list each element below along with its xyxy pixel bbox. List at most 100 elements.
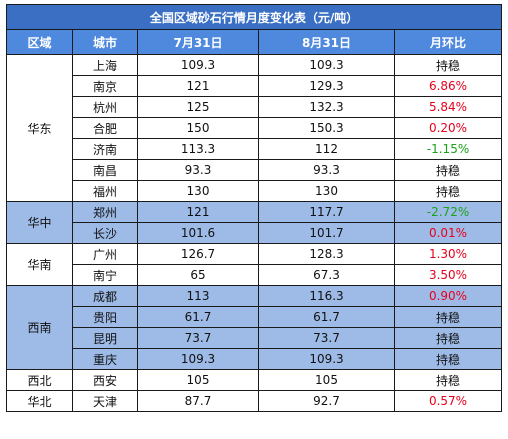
region-cell: 西北 [6,369,73,391]
city-cell: 南京 [72,75,138,97]
jul-price-cell: 113 [137,285,259,307]
jul-price-cell: 73.7 [137,327,259,349]
city-cell: 广州 [72,243,138,265]
header-jul: 7月31日 [137,29,259,55]
aug-price-cell: 116.3 [258,285,395,307]
city-cell: 郑州 [72,201,138,223]
jul-price-cell: 121 [137,75,259,97]
city-cell: 杭州 [72,96,138,118]
city-cell: 济南 [72,138,138,160]
region-cell: 西南 [6,285,73,370]
aug-price-cell: 150.3 [258,117,395,139]
table-row: 西南 成都 113 116.3 0.90% [6,285,503,370]
price-table: 全国区域砂石行情月度变化表（元/吨） 区域 城市 7月31日 8月31日 月环比… [5,4,503,412]
table-row: 重庆 109.3 109.3 持稳 [7,348,503,370]
change-cell: 5.84% [393,96,503,118]
city-cell: 合肥 [72,117,138,139]
aug-price-cell: 128.3 [258,243,395,265]
aug-price-cell: 61.7 [258,306,395,328]
jul-price-cell: 65 [137,264,259,286]
change-cell: 持稳 [393,348,503,370]
change-cell: 0.20% [393,117,503,139]
city-cell: 成都 [72,285,138,307]
table-row: 福州 130 130 持稳 [7,180,503,202]
header-aug: 8月31日 [258,29,395,55]
aug-price-cell: 109.3 [258,54,395,76]
region-cell: 华北 [6,390,73,412]
jul-price-cell: 113.3 [137,138,259,160]
aug-price-cell: 112 [258,138,395,160]
city-cell: 重庆 [72,348,138,370]
aug-price-cell: 105 [258,369,395,391]
jul-price-cell: 93.3 [137,159,259,181]
table-title: 全国区域砂石行情月度变化表（元/吨） [5,4,503,30]
aug-price-cell: 130 [258,180,395,202]
aug-price-cell: 129.3 [258,75,395,97]
change-cell: 0.01% [393,222,503,244]
change-cell: 1.30% [393,243,503,265]
jul-price-cell: 101.6 [137,222,259,244]
change-cell: 持稳 [393,180,503,202]
jul-price-cell: 109.3 [137,54,259,76]
table-row: 杭州 125 132.3 5.84% [7,96,503,118]
jul-price-cell: 126.7 [137,243,259,265]
jul-price-cell: 105 [137,369,259,391]
jul-price-cell: 87.7 [137,390,259,412]
region-cell: 华东 [6,54,73,202]
table-row: 华南 广州 126.7 128.3 1.30% [6,243,503,286]
change-cell: 3.50% [393,264,503,286]
table-row: 济南 113.3 112 -1.15% [7,138,503,160]
city-cell: 南宁 [72,264,138,286]
aug-price-cell: 117.7 [258,201,395,223]
city-cell: 长沙 [72,222,138,244]
table-row: 西北 西安 105 105 持稳 [6,369,503,391]
table-row: 南京 121 129.3 6.86% [7,75,503,97]
table-row: 合肥 150 150.3 0.20% [7,117,503,139]
jul-price-cell: 125 [137,96,259,118]
change-cell: 持稳 [393,327,503,349]
table-row: 华东 上海 109.3 109.3 持稳 [6,54,503,202]
city-cell: 天津 [72,390,138,412]
city-cell: 昆明 [72,327,138,349]
change-cell: 持稳 [393,306,503,328]
aug-price-cell: 73.7 [258,327,395,349]
city-cell: 上海 [72,54,138,76]
jul-price-cell: 121 [137,201,259,223]
table-row: 长沙 101.6 101.7 0.01% [7,222,503,244]
jul-price-cell: 109.3 [137,348,259,370]
change-cell: 持稳 [393,159,503,181]
table-row: 华中 郑州 121 117.7 -2.72% [6,201,503,244]
aug-price-cell: 92.7 [258,390,395,412]
header-city: 城市 [72,29,138,55]
aug-price-cell: 101.7 [258,222,395,244]
change-cell: 6.86% [393,75,503,97]
table-row: 南昌 93.3 93.3 持稳 [7,159,503,181]
table-row: 昆明 73.7 73.7 持稳 [7,327,503,349]
region-cell: 华南 [6,243,73,286]
change-cell: -1.15% [393,138,503,160]
city-cell: 贵阳 [72,306,138,328]
jul-price-cell: 61.7 [137,306,259,328]
header-change: 月环比 [393,29,503,55]
table-row: 贵阳 61.7 61.7 持稳 [7,306,503,328]
table-row: 南宁 65 67.3 3.50% [7,264,503,286]
change-cell: 持稳 [393,54,503,76]
change-cell: 0.90% [393,285,503,307]
header-region: 区域 [6,29,73,55]
price-table-container: 全国区域砂石行情月度变化表（元/吨） 区域 城市 7月31日 8月31日 月环比… [5,4,503,412]
city-cell: 南昌 [72,159,138,181]
region-cell: 华中 [6,201,73,244]
aug-price-cell: 67.3 [258,264,395,286]
aug-price-cell: 109.3 [258,348,395,370]
aug-price-cell: 93.3 [258,159,395,181]
aug-price-cell: 132.3 [258,96,395,118]
jul-price-cell: 130 [137,180,259,202]
city-cell: 西安 [72,369,138,391]
city-cell: 福州 [72,180,138,202]
table-body: 华东 上海 109.3 109.3 持稳 南京 121 129.3 6.86% 杭州 125 132.… [6,54,503,412]
change-cell: 持稳 [393,369,503,391]
change-cell: -2.72% [393,201,503,223]
table-row: 华北 天津 87.7 92.7 0.57% [6,390,503,412]
change-cell: 0.57% [393,390,503,412]
jul-price-cell: 150 [137,117,259,139]
